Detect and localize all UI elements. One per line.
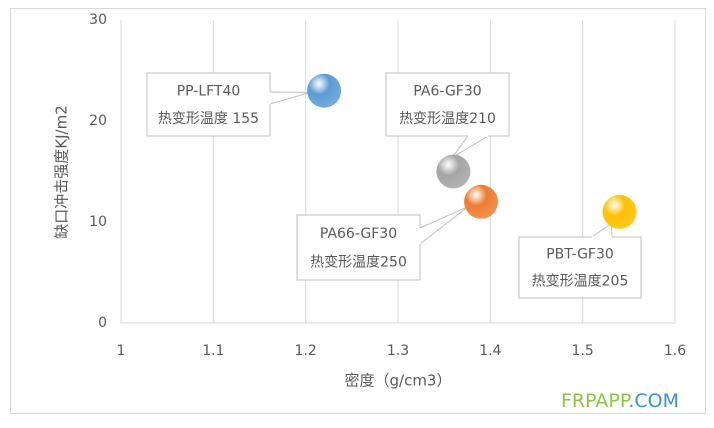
callout-box: [385, 72, 510, 137]
chart-frame: [10, 8, 706, 414]
x-tick-label: 1.3: [387, 343, 409, 359]
annotation-label: 热变形温度250: [310, 254, 407, 270]
callout-box: [296, 214, 421, 281]
x-axis-title: 密度（g/cm3）: [345, 372, 452, 390]
annotation-name: PA66-GF30: [320, 226, 397, 242]
watermark: FRPAPP.COM: [561, 390, 679, 412]
point: [464, 184, 499, 219]
x-tick-label: 1.1: [202, 343, 224, 359]
y-tick-label: 0: [98, 315, 107, 331]
point: [307, 73, 342, 108]
annotation-name: PA6-GF30: [413, 83, 481, 99]
x-tick-label: 1.2: [295, 343, 317, 359]
watermark-part: FRPAPP: [561, 390, 631, 412]
callout-box: [518, 236, 642, 299]
x-tick-label: 1.5: [572, 343, 594, 359]
point: [436, 154, 471, 189]
annotation-name: PP-LFT40: [177, 83, 241, 99]
x-tick-label: 1: [117, 343, 126, 359]
y-tick-label: 10: [89, 214, 107, 230]
x-tick-label: 1.6: [664, 343, 686, 359]
x-tick-label: 1.4: [479, 343, 501, 359]
watermark-part: .COM: [628, 390, 679, 412]
y-tick-label: 30: [89, 12, 107, 28]
annotation-label: 热变形温度210: [399, 111, 496, 127]
annotation-label: 热变形温度205: [532, 274, 629, 290]
annotation-name: PBT-GF30: [546, 247, 614, 263]
callout-box: [146, 72, 271, 137]
annotation-label: 热变形温度 155: [158, 111, 259, 127]
point: [602, 194, 637, 229]
y-tick-label: 20: [89, 113, 107, 129]
y-axis-title: 缺口冲击强度KJ/m2: [53, 105, 71, 238]
